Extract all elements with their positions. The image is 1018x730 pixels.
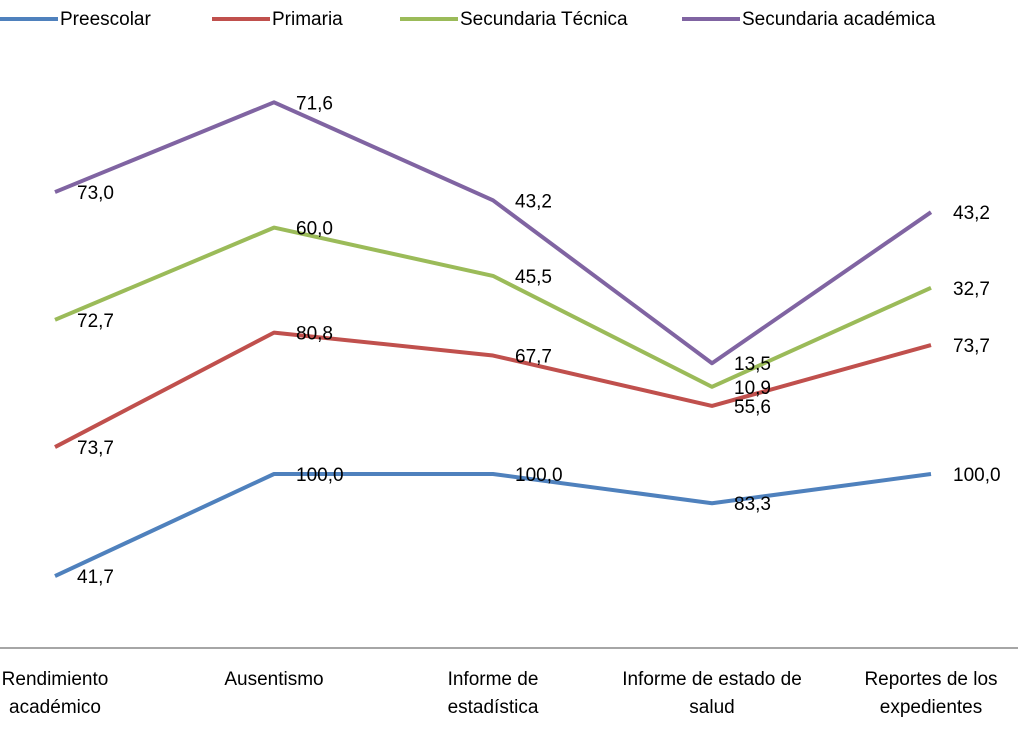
series-line xyxy=(54,225,932,389)
data-label: 80,8 xyxy=(296,324,333,345)
data-label: 100,0 xyxy=(515,465,563,486)
data-label: 73,0 xyxy=(77,183,114,204)
data-label: 100,0 xyxy=(296,465,344,486)
data-label: 10,9 xyxy=(734,378,771,399)
series-line xyxy=(54,330,932,449)
x-tick-label: Reportes de los expedientes xyxy=(864,669,998,718)
data-label: 45,5 xyxy=(515,267,552,288)
data-label: 41,7 xyxy=(77,567,114,588)
data-label: 83,3 xyxy=(734,494,771,515)
data-label: 73,7 xyxy=(77,438,114,459)
x-tick-label: Ausentismo xyxy=(224,669,324,690)
data-label: 60,0 xyxy=(296,219,333,240)
data-label: 73,7 xyxy=(953,336,990,357)
x-tick-label: Informe de estado de salud xyxy=(622,669,802,718)
data-label: 43,2 xyxy=(953,203,990,224)
legend-label: Secundaria Técnica xyxy=(460,9,628,30)
legend-label: Preescolar xyxy=(60,9,151,30)
x-tick-label: Informe de estadística xyxy=(447,669,539,718)
data-label: 72,7 xyxy=(77,311,114,332)
data-label: 67,7 xyxy=(515,347,552,368)
legend-label: Secundaria académica xyxy=(742,9,936,30)
x-tick-label: Rendimiento académico xyxy=(1,669,109,718)
legend-label: Primaria xyxy=(272,9,343,30)
series-line xyxy=(54,472,932,578)
data-label: 55,6 xyxy=(734,397,771,418)
data-label: 43,2 xyxy=(515,191,552,212)
data-label: 100,0 xyxy=(953,465,1001,486)
data-label: 13,5 xyxy=(734,354,771,375)
data-label: 32,7 xyxy=(953,279,990,300)
data-label: 71,6 xyxy=(296,93,333,114)
series-line xyxy=(54,100,933,366)
